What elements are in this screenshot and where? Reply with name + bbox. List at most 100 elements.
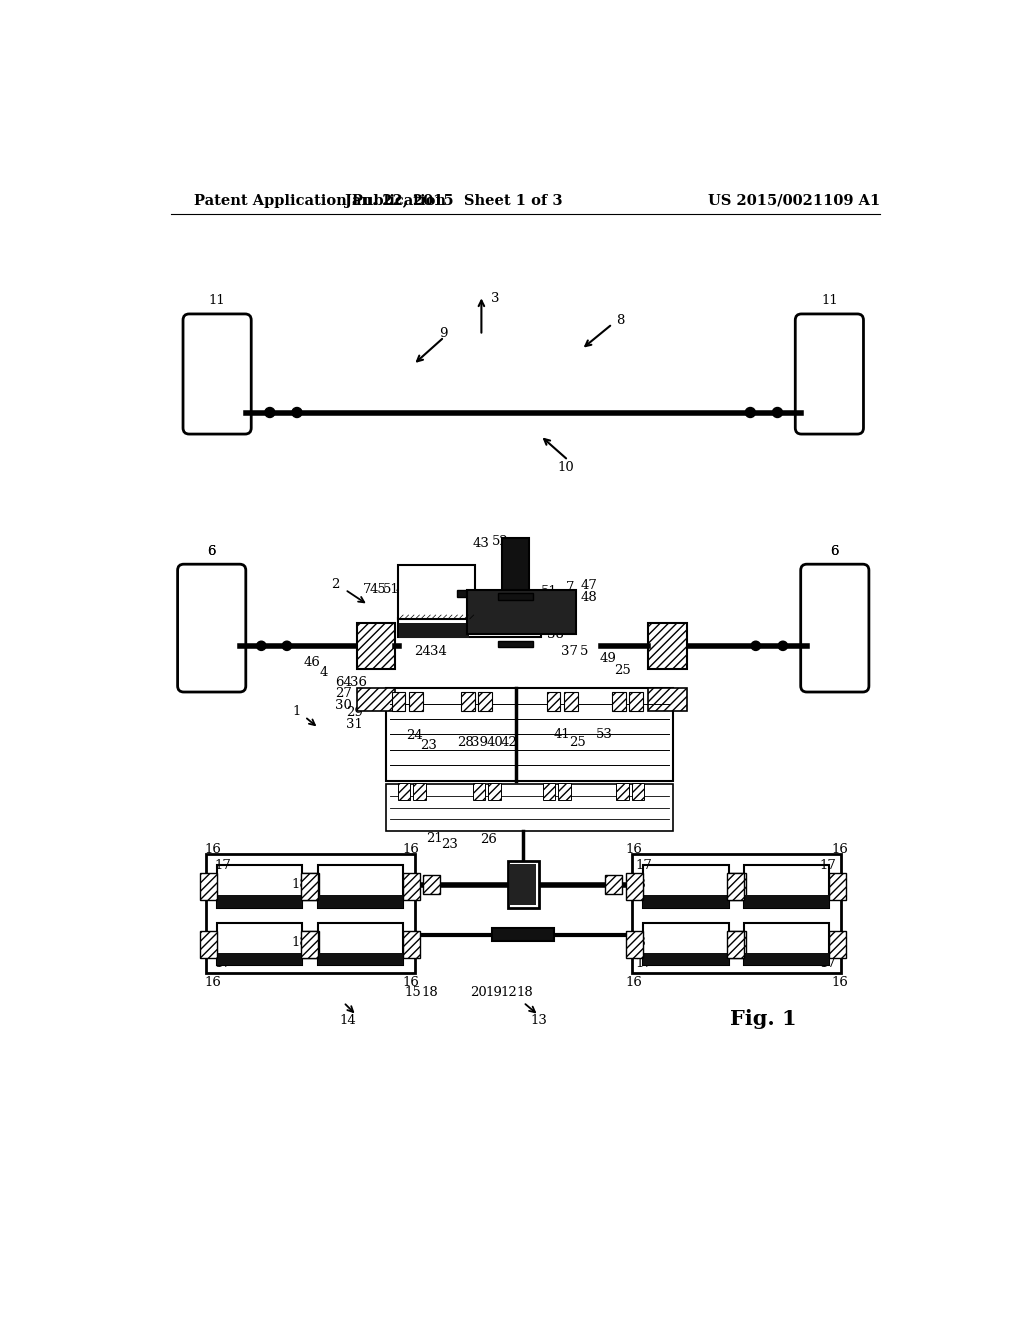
Text: 18: 18: [726, 878, 742, 891]
Bar: [391, 692, 406, 711]
Bar: [744, 902, 829, 908]
Text: 18: 18: [199, 878, 215, 891]
Bar: [612, 692, 627, 711]
Text: 33: 33: [472, 628, 489, 640]
Text: 5: 5: [580, 644, 588, 657]
Bar: [744, 895, 829, 902]
Text: 44: 44: [395, 583, 413, 597]
Text: 12: 12: [501, 986, 518, 999]
Text: Jan. 22, 2015  Sheet 1 of 3: Jan. 22, 2015 Sheet 1 of 3: [345, 194, 562, 207]
Bar: [217, 895, 302, 902]
Bar: [409, 692, 423, 711]
Text: 24: 24: [407, 730, 423, 742]
Circle shape: [772, 408, 782, 417]
Bar: [643, 923, 729, 965]
Bar: [414, 783, 426, 800]
Text: 40: 40: [486, 735, 503, 748]
Bar: [217, 866, 302, 908]
Text: 35: 35: [526, 628, 544, 640]
Text: 8: 8: [616, 314, 625, 326]
FancyBboxPatch shape: [796, 314, 863, 434]
Bar: [301, 931, 317, 958]
Bar: [386, 784, 673, 830]
Bar: [744, 866, 829, 908]
Bar: [508, 862, 539, 908]
Bar: [648, 688, 687, 711]
Text: 17: 17: [215, 859, 231, 871]
Bar: [302, 931, 319, 958]
Bar: [397, 783, 410, 800]
Text: 16: 16: [204, 975, 221, 989]
Bar: [643, 953, 729, 960]
Text: 48: 48: [581, 591, 597, 603]
Bar: [200, 873, 217, 900]
Bar: [630, 692, 643, 711]
Bar: [632, 854, 841, 973]
Bar: [729, 873, 745, 900]
Text: 27: 27: [335, 686, 352, 700]
Bar: [458, 590, 573, 598]
Bar: [399, 623, 469, 638]
Text: 39: 39: [471, 735, 488, 748]
Text: 21: 21: [426, 832, 442, 845]
Bar: [478, 692, 493, 711]
Bar: [217, 953, 302, 960]
Text: 37: 37: [561, 644, 579, 657]
Text: 16: 16: [626, 843, 642, 857]
Text: 4: 4: [319, 667, 328, 680]
Text: 23: 23: [420, 739, 437, 751]
Bar: [423, 875, 439, 894]
Text: 36: 36: [349, 676, 367, 689]
Bar: [727, 931, 744, 958]
Text: 25: 25: [569, 735, 586, 748]
Bar: [467, 590, 575, 635]
Text: Patent Application Publication: Patent Application Publication: [194, 194, 445, 207]
Text: 6: 6: [208, 545, 216, 557]
Bar: [744, 953, 829, 960]
Bar: [317, 866, 403, 908]
Bar: [627, 873, 643, 900]
Bar: [206, 854, 415, 973]
Bar: [473, 783, 485, 800]
Bar: [604, 875, 622, 894]
Text: 53: 53: [595, 727, 612, 741]
Text: 26: 26: [480, 833, 497, 846]
Bar: [217, 923, 302, 965]
FancyBboxPatch shape: [177, 564, 246, 692]
Bar: [499, 594, 532, 599]
Text: 23: 23: [441, 838, 458, 851]
Circle shape: [745, 408, 756, 417]
Text: 6: 6: [830, 545, 839, 557]
Bar: [643, 960, 729, 965]
Bar: [643, 902, 729, 908]
Bar: [200, 931, 217, 958]
FancyBboxPatch shape: [801, 564, 869, 692]
Bar: [317, 960, 403, 965]
Text: 28: 28: [457, 735, 473, 748]
Bar: [217, 902, 302, 908]
Text: 18: 18: [726, 936, 742, 949]
Bar: [616, 783, 629, 800]
Text: 6: 6: [830, 545, 839, 557]
Text: 49: 49: [600, 652, 616, 665]
Bar: [502, 539, 529, 595]
Text: 15: 15: [404, 986, 422, 999]
Bar: [386, 688, 673, 780]
Bar: [643, 895, 729, 902]
Text: 18: 18: [422, 986, 438, 999]
Text: 16: 16: [831, 843, 848, 857]
Text: 25: 25: [614, 664, 631, 677]
Bar: [493, 928, 554, 941]
Text: 2: 2: [332, 578, 340, 591]
Text: 14: 14: [340, 1014, 356, 1027]
Text: 6: 6: [208, 545, 216, 557]
Text: 51: 51: [541, 585, 557, 598]
Text: 20: 20: [470, 986, 486, 999]
Text: 17: 17: [819, 957, 837, 970]
Bar: [499, 642, 532, 647]
Text: 1: 1: [293, 705, 301, 718]
Text: 30: 30: [335, 698, 352, 711]
Text: 11: 11: [209, 294, 225, 308]
Bar: [558, 783, 570, 800]
Text: 18: 18: [630, 878, 646, 891]
